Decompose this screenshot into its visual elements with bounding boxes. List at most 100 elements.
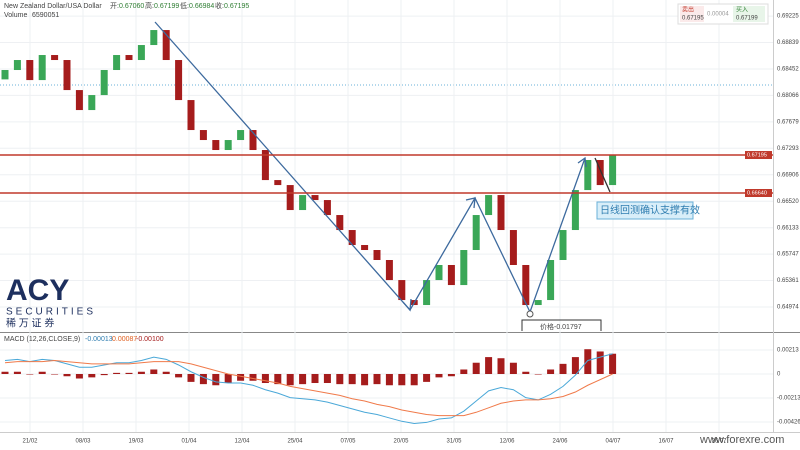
y-tick-label: 0.68839	[777, 40, 799, 46]
x-tick-label: 21/02	[22, 439, 38, 445]
ohlc-field: 0.67195	[224, 3, 249, 10]
y-tick-label: 0.64974	[777, 305, 799, 311]
histogram-bar	[472, 362, 480, 374]
ohlc-field: 0.66984	[189, 3, 214, 10]
candle-body	[38, 55, 46, 81]
candle-body	[373, 250, 381, 261]
candle-body	[596, 160, 604, 186]
y-tick-label: 0.69225	[777, 14, 799, 20]
level-tag	[745, 188, 772, 197]
trend-arrows	[154, 21, 611, 314]
candle-body	[88, 95, 96, 111]
histogram-bar	[559, 363, 567, 374]
macd-reading: -0.00100	[136, 336, 164, 343]
buy-button[interactable]	[733, 6, 765, 22]
histogram-bar	[224, 373, 232, 384]
y-tick-label: 0.00213	[777, 348, 799, 354]
x-tick-label: 07/05	[340, 439, 356, 445]
histogram-bar	[100, 373, 108, 376]
histogram-bar	[13, 371, 21, 374]
histogram-bar	[596, 351, 604, 374]
histogram-bar	[373, 373, 381, 385]
y-tick-label: 0.68066	[777, 93, 799, 99]
candle-body	[150, 30, 158, 46]
histogram-bar	[212, 373, 220, 386]
candle-body	[534, 300, 542, 306]
histogram-bar	[547, 369, 555, 374]
x-tick-label: 08/03	[75, 439, 91, 445]
candle-body	[175, 60, 183, 101]
arrow-head	[577, 156, 587, 168]
x-tick-label: 24/06	[552, 439, 568, 445]
volume-label: Volume	[4, 12, 27, 19]
candle-body	[559, 230, 567, 261]
candle-body	[348, 230, 356, 246]
histogram-bar	[249, 373, 257, 381]
y-tick-label: 0.66906	[777, 172, 799, 178]
y-tick-label: 0.66520	[777, 199, 799, 205]
ohlc-field: 0.67199	[154, 3, 179, 10]
candle-body	[125, 55, 133, 61]
histogram-bar	[63, 373, 71, 377]
measure-bracket	[521, 319, 602, 331]
y-tick-label: 0	[777, 372, 781, 378]
candle-body	[51, 55, 59, 61]
histogram-bar	[38, 371, 46, 374]
y-tick-label: 0.67293	[777, 146, 799, 152]
macd-reading: -0.00013	[85, 336, 113, 343]
watermark: www.forexre.com	[699, 434, 784, 446]
macd-line	[4, 353, 613, 425]
ohlc-field: 高:	[145, 1, 154, 10]
logo-cn: 稀 万 证 券	[6, 317, 54, 330]
histogram-bar	[522, 371, 530, 374]
histogram-bar	[311, 373, 319, 384]
candle-body	[162, 30, 170, 61]
logo-sub: SECURITIES	[6, 307, 96, 318]
histogram-bar	[460, 369, 468, 374]
histogram-bar	[26, 373, 34, 375]
candle-body	[199, 130, 207, 141]
candle-body	[509, 230, 517, 265]
histogram-bar	[113, 372, 121, 374]
candle-body	[460, 250, 468, 286]
spread: 0.00004	[707, 12, 729, 18]
candle-body	[274, 180, 282, 186]
logo-brand: ACY	[6, 274, 69, 307]
candle-body	[1, 70, 9, 80]
ohlc-field: 低:	[180, 1, 189, 10]
candle-body	[13, 60, 21, 71]
y-tick-label: 0.67679	[777, 119, 799, 125]
x-tick-label: 20/05	[393, 439, 409, 445]
buy-label: 买入	[736, 6, 748, 14]
arrow	[594, 157, 611, 193]
histogram-bar	[125, 372, 133, 374]
candle-body	[26, 60, 34, 81]
sell-button[interactable]	[680, 6, 704, 22]
histogram-bar	[485, 357, 493, 374]
candle-body	[336, 215, 344, 231]
price-note: 价格-0.01797	[540, 322, 582, 331]
x-tick-label: 04/07	[605, 439, 621, 445]
histogram-bar	[1, 371, 9, 374]
histogram-bar	[398, 373, 406, 386]
y-tick-label: -0.00213	[777, 396, 800, 402]
x-tick-label: 25/04	[287, 439, 303, 445]
histogram-bar	[137, 371, 145, 374]
candle-body	[398, 280, 406, 301]
histogram-bar	[274, 373, 282, 385]
candle-body	[385, 260, 393, 281]
histogram-bar	[261, 373, 269, 384]
candle-body	[299, 195, 307, 211]
histogram-bar	[584, 349, 592, 374]
sell-label: 卖出	[682, 6, 694, 14]
histogram-bar	[286, 373, 294, 386]
histogram-bar	[534, 373, 542, 375]
candle-body	[261, 150, 269, 181]
histogram-bar	[175, 373, 183, 378]
candle-body	[571, 190, 579, 231]
histogram-bar	[75, 373, 83, 379]
histogram-bar	[150, 369, 158, 374]
histogram-bar	[187, 373, 195, 382]
y-tick-label: 0.65747	[777, 252, 799, 258]
annotation-box	[596, 201, 694, 220]
